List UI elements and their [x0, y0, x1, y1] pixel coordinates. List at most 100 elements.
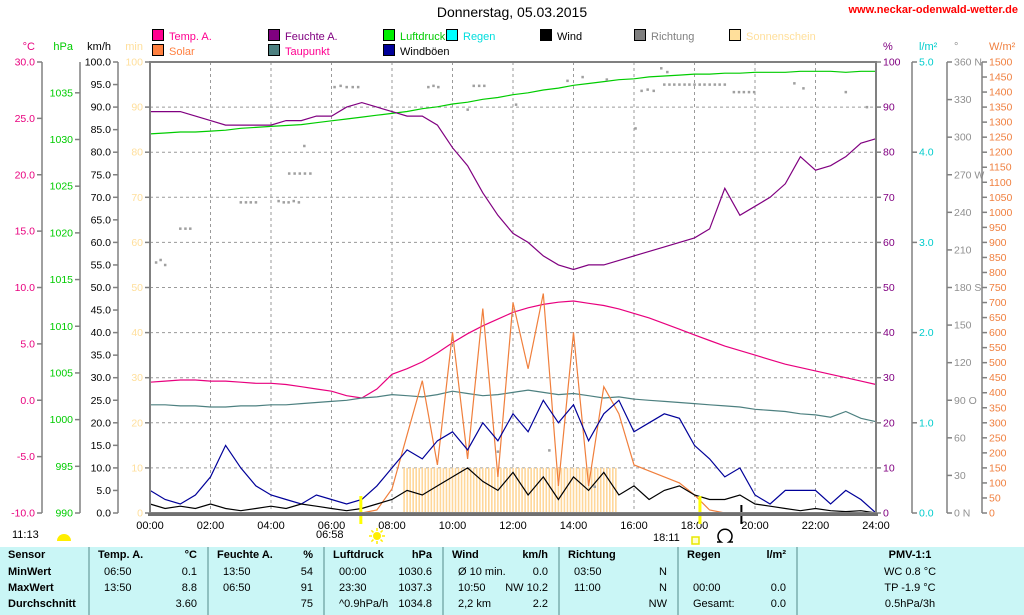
- stat-time: 06:50: [223, 582, 251, 594]
- sunshine-bar: [478, 467, 481, 513]
- col-header: Temp. A.: [98, 549, 144, 561]
- legend-swatch: [729, 29, 741, 41]
- sunshine-bar: [463, 467, 466, 513]
- axis-unit-km/h: km/h: [87, 41, 111, 53]
- direction-dot: [668, 83, 671, 86]
- sunshine-bar: [554, 467, 557, 513]
- stat-time: 2,2 km: [458, 598, 492, 610]
- axis-tick-label: 5.0: [20, 338, 35, 350]
- axis-tick-label: 1015: [50, 274, 74, 286]
- direction-dot: [427, 85, 430, 89]
- axis-tick-label: 1025: [50, 181, 74, 193]
- direction-dot: [287, 201, 290, 204]
- direction-dot: [293, 172, 296, 175]
- stat-time: 03:50: [574, 566, 602, 578]
- axis-tick-label: 5.0: [919, 57, 934, 69]
- stat-time: 23:30: [339, 582, 367, 594]
- direction-dot: [703, 83, 706, 86]
- direction-dot: [239, 201, 243, 204]
- axis-tick-label: 2.0: [919, 327, 934, 339]
- x-tick-label: 24:00: [862, 520, 890, 532]
- sunshine-bar: [436, 467, 439, 513]
- axis-tick-label: 995: [55, 461, 73, 473]
- sunshine-bar: [409, 467, 411, 513]
- sunshine-bar: [430, 467, 433, 513]
- sunshine-bar: [612, 467, 614, 513]
- axis-tick-label: 1000: [989, 207, 1013, 219]
- direction-dot: [282, 201, 286, 204]
- axis-tick-label: 4.0: [919, 147, 934, 159]
- x-tick-label: 02:00: [197, 520, 225, 532]
- direction-dot: [277, 199, 280, 203]
- direction-dot: [688, 83, 691, 86]
- sunshine-bar: [494, 467, 496, 513]
- sunshine-bar: [509, 467, 511, 513]
- sunshine-bar: [596, 467, 599, 513]
- axis-tick-label: 1005: [50, 367, 74, 379]
- axis-tick-label: 100.0: [85, 57, 111, 69]
- sunshine-bar: [433, 467, 436, 513]
- col-header: Regen: [687, 549, 721, 561]
- axis-tick-label: 1050: [989, 192, 1013, 204]
- legend-label: Taupunkt: [285, 46, 330, 58]
- axis-tick-label: 65.0: [91, 214, 112, 226]
- moon-icon: [717, 528, 733, 543]
- legend-label: Feuchte A.: [285, 31, 338, 43]
- direction-dot: [844, 90, 848, 94]
- sunshine-bar: [506, 467, 508, 513]
- axis-tick-label: 10: [131, 462, 143, 474]
- daylight-duration-label: 11:13: [12, 529, 39, 541]
- legend-swatch: [634, 29, 646, 41]
- direction-dot: [678, 83, 681, 86]
- axis-tick-label: 20: [883, 417, 895, 429]
- direction-dot: [477, 84, 481, 88]
- sunshine-bar: [536, 467, 538, 513]
- axis-tick-label: 100: [883, 57, 901, 69]
- axis-tick-label: 10.0: [91, 462, 112, 474]
- axis-tick-label: 330: [954, 94, 972, 106]
- axis-tick-label: 0.0: [96, 508, 111, 520]
- axis-tick-label: 270 W: [954, 169, 984, 181]
- sunshine-bar: [472, 467, 475, 513]
- direction-dot: [708, 83, 711, 86]
- x-tick-label: 00:00: [136, 520, 164, 532]
- direction-dot: [292, 199, 295, 203]
- sunshine-bar: [602, 467, 605, 513]
- direction-dot: [249, 201, 253, 204]
- stat-time: Ø 10 min.: [458, 566, 506, 578]
- sunshine-bar: [527, 467, 529, 513]
- direction-dot: [666, 70, 669, 74]
- stat-value: 8.8: [181, 582, 197, 594]
- sunshine-bar: [488, 467, 490, 513]
- sunshine-bar: [533, 467, 535, 513]
- axis-tick-label: 100: [989, 477, 1007, 489]
- daylight-sun-icon: [57, 534, 71, 541]
- sunshine-bar: [569, 467, 572, 513]
- axis-tick-label: 100: [125, 57, 143, 69]
- axis-unit-hPa: hPa: [53, 41, 73, 53]
- legend-swatch: [446, 29, 458, 41]
- direction-dot: [634, 127, 637, 130]
- direction-dot: [660, 67, 663, 70]
- axis-tick-label: 1010: [50, 321, 74, 333]
- axis-tick-label: 5.0: [96, 485, 111, 497]
- sunshine-bar: [539, 467, 542, 513]
- axis-tick-label: 80.0: [91, 147, 112, 159]
- direction-dot: [298, 172, 302, 175]
- direction-dot: [640, 89, 643, 93]
- direction-dot: [179, 227, 182, 230]
- website-link[interactable]: www.neckar-odenwald-wetter.de: [848, 4, 1018, 16]
- direction-dot: [742, 90, 746, 94]
- axis-tick-label: 360 N: [954, 57, 982, 69]
- sunshine-bar: [599, 467, 602, 513]
- axis-tick-label: 900: [989, 237, 1007, 249]
- axis-tick-label: 1.0: [919, 417, 934, 429]
- sunshine-bar: [593, 467, 596, 513]
- legend-item-sonnenschein: Sonnenschein: [729, 29, 816, 43]
- axis-tick-label: 1300: [989, 117, 1013, 129]
- sunshine-bar: [521, 467, 523, 513]
- stat-time: 00:00: [339, 566, 367, 578]
- sunshine-bar: [457, 467, 460, 513]
- series-luftdruck: [149, 70, 876, 135]
